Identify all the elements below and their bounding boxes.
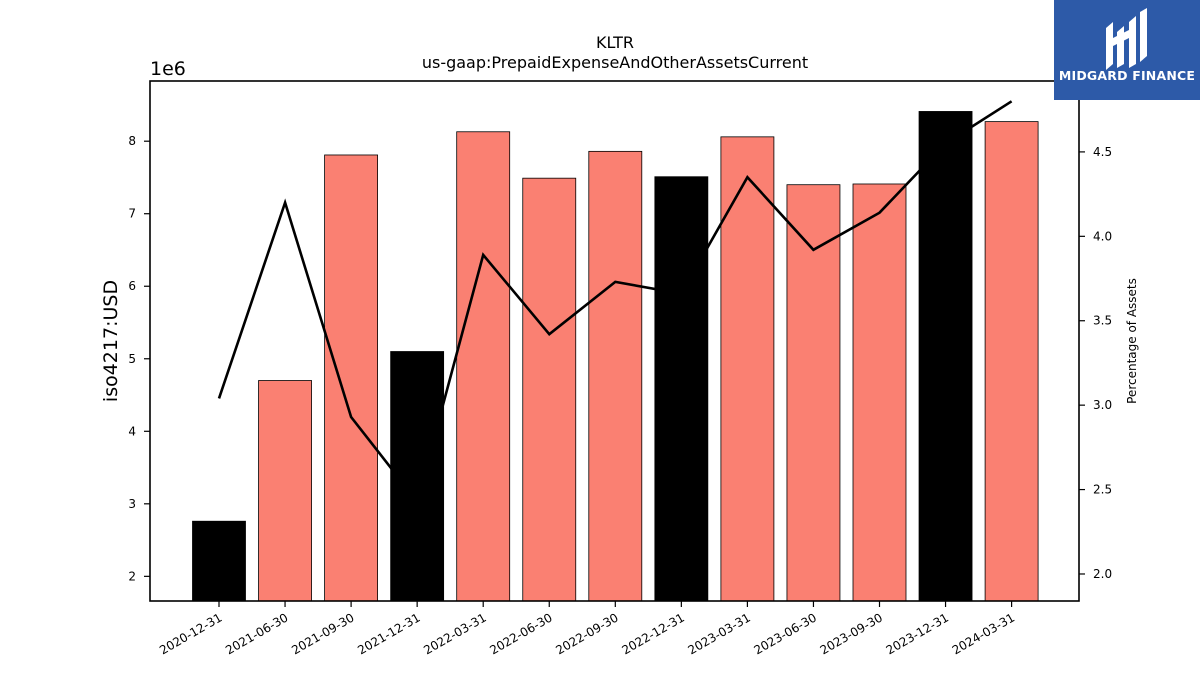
x-ticks: 2020-12-312021-06-302021-09-302021-12-31… — [157, 601, 1017, 657]
x-tick-label: 2020-12-31 — [157, 610, 224, 657]
bar-2022-09-30 — [588, 150, 643, 602]
brand-logo: MIDGARD FINANCE — [1054, 0, 1200, 100]
y2-tick-label: 4.0 — [1093, 229, 1112, 243]
bar-2022-06-30 — [522, 177, 577, 602]
x-tick-label: 2023-12-31 — [884, 610, 951, 657]
x-tick-label: 2021-12-31 — [355, 610, 422, 657]
bar-2021-12-31 — [390, 351, 445, 602]
chart-subtitle: us-gaap:PrepaidExpenseAndOtherAssetsCurr… — [422, 53, 808, 72]
plot-frame — [149, 80, 1080, 602]
bar-2023-09-30 — [852, 183, 907, 602]
y-tick-label: 7 — [128, 207, 136, 221]
y-tick-label: 5 — [128, 352, 136, 366]
y2-ticks: 2.0 2.5 3.0 3.5 4.0 4.5 — [1079, 145, 1112, 581]
y2-tick-label: 3.0 — [1093, 398, 1112, 412]
x-tick-label: 2023-09-30 — [818, 610, 885, 657]
x-tick-label: 2022-09-30 — [553, 610, 620, 657]
y-tick-label: 8 — [128, 134, 136, 148]
x-tick-label: 2024-03-31 — [950, 610, 1017, 657]
bar-2020-12-31 — [192, 520, 246, 602]
midgard-logo-icon — [1106, 8, 1147, 70]
x-tick-label: 2021-06-30 — [223, 610, 290, 657]
x-tick-label: 2023-06-30 — [752, 610, 819, 657]
bar-2021-06-30 — [258, 380, 312, 602]
y2-axis-label: Percentage of Assets — [1125, 278, 1139, 404]
y2-tick-label: 2.0 — [1093, 567, 1112, 581]
x-tick-label: 2022-12-31 — [619, 610, 686, 657]
y-axis-label: iso4217:USD — [100, 280, 122, 402]
bar-2023-12-31 — [918, 111, 973, 602]
bar-2023-06-30 — [786, 184, 841, 602]
bar-2021-09-30 — [324, 154, 379, 602]
brand-name: MIDGARD FINANCE — [1058, 68, 1196, 83]
y2-tick-label: 3.5 — [1093, 314, 1112, 328]
bars — [192, 111, 1039, 602]
axes — [149, 80, 1080, 602]
y-tick-label: 2 — [128, 569, 136, 583]
bar-2024-03-31 — [984, 121, 1039, 602]
bar-2022-03-31 — [456, 131, 511, 602]
line-layer — [217, 100, 1013, 505]
y-ticks: 2 3 4 5 6 7 8 — [128, 134, 150, 583]
bar-2022-12-31 — [654, 176, 709, 602]
bar-2023-03-31 — [720, 136, 775, 602]
y2-tick-label: 4.5 — [1093, 145, 1112, 159]
y-offset-label: 1e6 — [150, 58, 186, 80]
y2-tick-label: 2.5 — [1093, 483, 1112, 497]
x-tick-label: 2023-03-31 — [685, 610, 752, 657]
chart-title: KLTR — [596, 33, 634, 52]
y-tick-label: 3 — [128, 497, 136, 511]
x-tick-label: 2022-06-30 — [487, 610, 554, 657]
x-tick-label: 2022-03-31 — [421, 610, 488, 657]
y-tick-label: 6 — [128, 279, 136, 293]
y-tick-label: 4 — [128, 424, 136, 438]
x-tick-label: 2021-09-30 — [289, 610, 356, 657]
